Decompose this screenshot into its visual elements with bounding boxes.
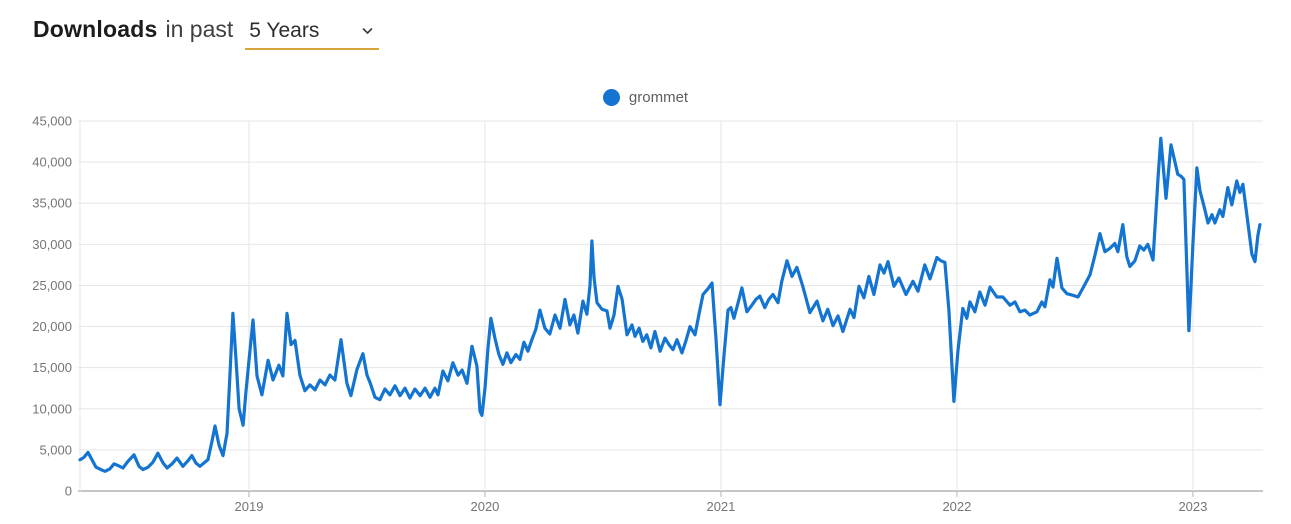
x-tick-label: 2019 xyxy=(235,499,264,514)
title-in-past: in past xyxy=(165,16,234,42)
title-downloads: Downloads xyxy=(33,16,158,42)
x-tick-label: 2021 xyxy=(706,499,735,514)
y-tick-label: 20,000 xyxy=(32,319,72,334)
chart-legend: grommet xyxy=(0,89,1291,106)
y-tick-label: 35,000 xyxy=(32,196,72,211)
y-tick-label: 30,000 xyxy=(32,237,72,252)
y-tick-label: 40,000 xyxy=(32,155,72,170)
series-line-grommet[interactable] xyxy=(78,136,1262,473)
y-tick-label: 25,000 xyxy=(32,278,72,293)
time-range-value: 5 Years xyxy=(249,19,320,42)
y-tick-label: 45,000 xyxy=(32,114,72,129)
x-tick-label: 2023 xyxy=(1178,499,1207,514)
legend-label-grommet: grommet xyxy=(628,89,689,106)
x-tick-label: 2020 xyxy=(470,499,499,514)
legend-item-grommet[interactable]: grommet xyxy=(602,89,689,106)
chevron-down-icon xyxy=(362,27,373,35)
time-range-select[interactable]: 5 Years xyxy=(245,19,380,50)
x-tick-label: 2022 xyxy=(942,499,971,514)
y-tick-label: 5,000 xyxy=(39,442,72,457)
y-tick-label: 10,000 xyxy=(32,401,72,416)
legend-marker-grommet xyxy=(602,89,620,106)
page-title: Downloads in past 5 Years xyxy=(33,16,380,50)
y-tick-label: 15,000 xyxy=(32,360,72,375)
y-tick-label: 0 xyxy=(65,484,72,499)
